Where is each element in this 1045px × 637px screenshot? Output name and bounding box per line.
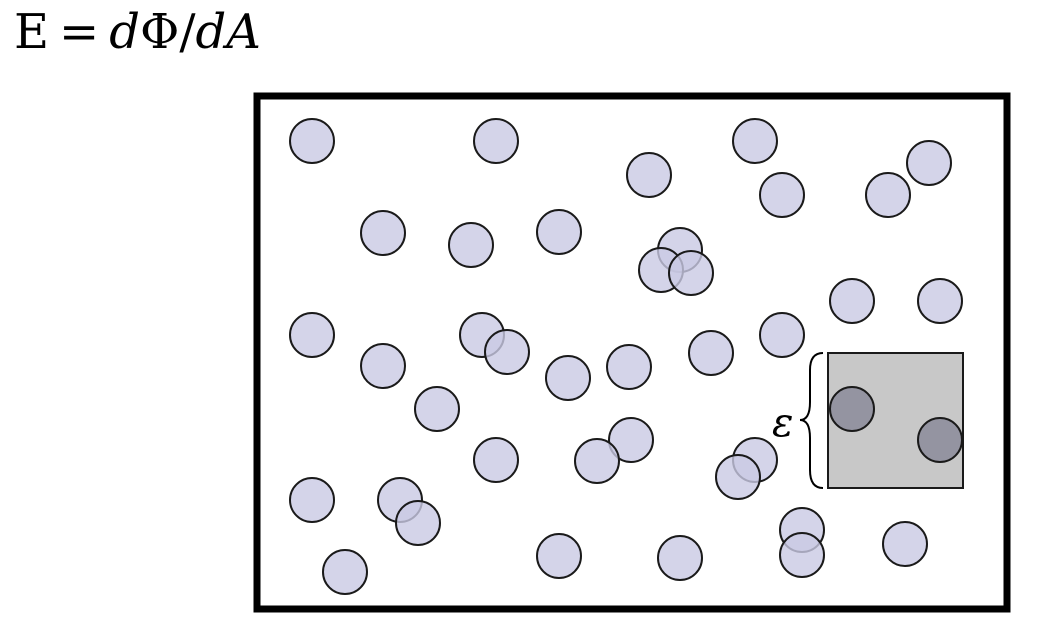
particle	[779, 532, 825, 578]
particle	[917, 278, 963, 324]
particle	[322, 549, 368, 595]
particle	[732, 118, 778, 164]
formula-equals: =	[59, 4, 100, 60]
particle	[574, 438, 620, 484]
particle	[536, 209, 582, 255]
particle	[414, 386, 460, 432]
particle	[484, 329, 530, 375]
particle	[906, 140, 952, 186]
formula-lhs: E	[14, 4, 50, 60]
particle	[289, 118, 335, 164]
irradiance-formula: E = dΦ/dA	[14, 2, 261, 62]
particle	[657, 535, 703, 581]
particle	[289, 312, 335, 358]
particle	[829, 278, 875, 324]
formula-numerator-d: d	[109, 4, 140, 60]
particle	[759, 172, 805, 218]
epsilon-label: ε	[772, 400, 793, 446]
particle	[865, 172, 911, 218]
formula-denominator-d: d	[195, 4, 227, 60]
formula-denominator-var: A	[226, 4, 261, 60]
particle	[536, 533, 582, 579]
particle	[759, 312, 805, 358]
particle	[668, 250, 714, 296]
particle	[395, 500, 441, 546]
particle-group	[289, 118, 963, 595]
particle	[626, 152, 672, 198]
particle	[606, 344, 652, 390]
particle	[715, 454, 761, 500]
particle	[360, 343, 406, 389]
particle	[360, 210, 406, 256]
particle	[473, 118, 519, 164]
particle	[688, 330, 734, 376]
particle	[882, 521, 928, 567]
formula-slash: /	[179, 4, 196, 60]
particle	[608, 417, 654, 463]
epsilon-brace	[799, 352, 824, 489]
sample-particle	[917, 417, 963, 463]
particle	[473, 437, 519, 483]
particle	[448, 222, 494, 268]
particle	[289, 477, 335, 523]
sample-particle	[829, 386, 875, 432]
formula-numerator-var: Φ	[140, 4, 180, 60]
particle	[545, 355, 591, 401]
